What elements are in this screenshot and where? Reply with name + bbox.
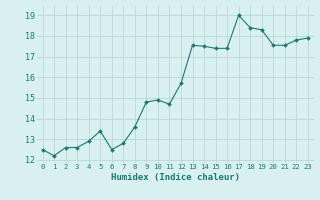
X-axis label: Humidex (Indice chaleur): Humidex (Indice chaleur) [111, 173, 240, 182]
